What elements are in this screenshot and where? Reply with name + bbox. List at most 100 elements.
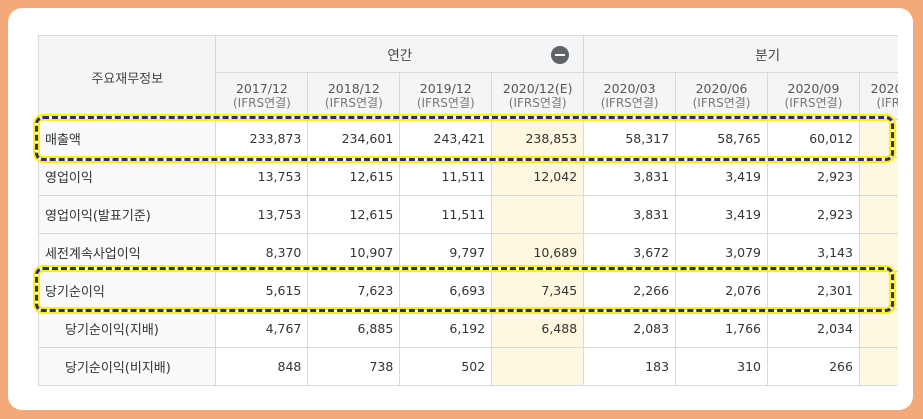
table-cell: 5,615 xyxy=(215,271,309,310)
row-label[interactable]: 당기순이익(비지배) xyxy=(38,347,217,386)
table-cell: 11,511 xyxy=(399,157,493,196)
table-cell: 3,419 xyxy=(675,157,769,196)
row-label[interactable]: 매출액 xyxy=(38,119,217,158)
column-header: 2017/12 (IFRS연결) xyxy=(215,72,309,120)
row-label[interactable]: 당기순이익(지배) xyxy=(38,309,217,348)
table-cell: 243,421 xyxy=(399,119,493,158)
column-header: 2020/06 (IFRS연결) xyxy=(675,72,769,120)
column-period: 2020/06 xyxy=(695,81,748,96)
table-cell: 784 xyxy=(858,271,898,310)
table-cell: 3,419 xyxy=(675,195,769,234)
table-cell: 2,266 xyxy=(583,271,677,310)
table-row: 당기순이익(비지배) 848 738 502 183 310 266 xyxy=(38,347,898,386)
table-cell: 234,601 xyxy=(307,119,401,158)
table-cell: 2,301 xyxy=(767,271,860,310)
table-cell: 6,488 xyxy=(491,309,585,348)
table-cell: 2,034 xyxy=(767,309,860,348)
column-header: 2020/12(E)(IFRS연결) xyxy=(491,72,585,120)
table-cell: 162 xyxy=(858,309,898,348)
table-cell: 310 xyxy=(675,347,769,386)
column-period: 2020/12(E) xyxy=(502,81,573,96)
table-cell: 3,672 xyxy=(583,233,677,272)
table-cell xyxy=(858,195,898,234)
table-cell: 266 xyxy=(767,347,860,386)
table-cell: 1,766 xyxy=(675,309,769,348)
table-cell: 58,765 xyxy=(675,119,769,158)
column-period: 2017/12 xyxy=(235,81,288,96)
column-header: 2020/03 (IFRS연결) xyxy=(583,72,677,120)
column-basis: (IFRS연결) xyxy=(508,96,567,110)
table-cell: 10,689 xyxy=(491,233,585,272)
group-header-annual: 연간 xyxy=(215,35,585,73)
table-cell: 6,885 xyxy=(307,309,401,348)
column-header: 2020/12(E)(IFRS연결) xyxy=(858,72,898,120)
table-cell: 12,042 xyxy=(491,157,585,196)
table-cell: 60,012 xyxy=(767,119,860,158)
financial-summary-table: 주요재무정보 연간 분기 2017/12 (IFRS연결) 2018/12 (IFRS… xyxy=(38,35,898,386)
group-header-quarterly: 분기 xyxy=(583,35,898,73)
column-period: 2020/03 xyxy=(603,81,656,96)
column-basis: (IFRS연결) xyxy=(416,96,475,110)
table-cell: 12,615 xyxy=(307,157,401,196)
table-cell: 3,831 xyxy=(583,157,677,196)
financial-table-container: 주요재무정보 연간 분기 2017/12 (IFRS연결) 2018/12 (IFRS… xyxy=(38,35,898,395)
table-cell: 9,797 xyxy=(399,233,493,272)
row-label[interactable]: 영업이익 xyxy=(38,157,217,196)
table-cell: 6,693 xyxy=(399,271,493,310)
column-period: 2019/12 xyxy=(419,81,472,96)
column-header: 2019/12 (IFRS연결) xyxy=(399,72,493,120)
screenshot-frame: 주요재무정보 연간 분기 2017/12 (IFRS연결) 2018/12 (IFRS… xyxy=(8,8,913,410)
table-cell xyxy=(491,195,585,234)
table-cell: 238,853 xyxy=(491,119,585,158)
table-cell xyxy=(491,347,585,386)
table-cell: 61,727 xyxy=(858,119,898,158)
table-cell: 7,345 xyxy=(491,271,585,310)
table-cell: 11,511 xyxy=(399,195,493,234)
table-cell: 2,923 xyxy=(767,157,860,196)
table-cell: 8,370 xyxy=(215,233,309,272)
table-row: 당기순이익(지배) 4,767 6,885 6,192 6,488 2,083 1,766 2… xyxy=(38,309,898,348)
table-cell: 2,083 xyxy=(583,309,677,348)
column-header: 2020/09 (IFRS연결) xyxy=(767,72,860,120)
table-cell: 502 xyxy=(399,347,493,386)
table-row: 매출액 233,873 234,601 243,421 238,853 58,317 58,… xyxy=(38,119,898,158)
table-cell: 738 xyxy=(307,347,401,386)
table-cell: 1,839 xyxy=(858,157,898,196)
table-cell: 12,615 xyxy=(307,195,401,234)
table-cell: 473 xyxy=(858,233,898,272)
table-row: 영업이익(발표기준) 13,753 12,615 11,511 3,831 3,419 2,… xyxy=(38,195,898,234)
minus-circle-icon[interactable] xyxy=(551,46,570,64)
column-period: 2020/09 xyxy=(787,81,840,96)
table-cell: 2,076 xyxy=(675,271,769,310)
table-row: 세전계속사업이익 8,370 10,907 9,797 10,689 3,672 3,079… xyxy=(38,233,898,272)
table-cell: 3,079 xyxy=(675,233,769,272)
table-row: 영업이익 13,753 12,615 11,511 12,042 3,831 3,419 2,… xyxy=(38,157,898,196)
table-cell: 6,192 xyxy=(399,309,493,348)
column-basis: (IFRS연결) xyxy=(324,96,383,110)
table-cell: 10,907 xyxy=(307,233,401,272)
table-row: 당기순이익 5,615 7,623 6,693 7,345 2,266 2,076 2,301… xyxy=(38,271,898,310)
table-cell: 183 xyxy=(583,347,677,386)
table-cell: 58,317 xyxy=(583,119,677,158)
table-cell: 3,143 xyxy=(767,233,860,272)
table-cell: 4,767 xyxy=(215,309,309,348)
table-cell: 7,623 xyxy=(307,271,401,310)
table-cell: 2,923 xyxy=(767,195,860,234)
corner-header: 주요재무정보 xyxy=(38,35,217,120)
table-cell: 13,753 xyxy=(215,195,309,234)
column-period: 2020/12(E) xyxy=(870,81,898,96)
column-basis: (IFRS연결) xyxy=(600,96,659,110)
table-cell: 3,831 xyxy=(583,195,677,234)
row-label[interactable]: 당기순이익 xyxy=(38,271,217,310)
group-annual-label: 연간 xyxy=(387,48,413,64)
row-label[interactable]: 세전계속사업이익 xyxy=(38,233,217,272)
table-cell: 233,873 xyxy=(215,119,309,158)
group-quarterly-label: 분기 xyxy=(755,48,780,64)
column-basis: (IFRS연결) xyxy=(784,96,843,110)
table-cell: 848 xyxy=(215,347,309,386)
table-cell: 13,753 xyxy=(215,157,309,196)
table-cell xyxy=(858,347,898,386)
row-label[interactable]: 영업이익(발표기준) xyxy=(38,195,217,234)
column-basis: (IFRS연결) xyxy=(232,96,291,110)
column-basis: (IFRS연결) xyxy=(692,96,751,110)
